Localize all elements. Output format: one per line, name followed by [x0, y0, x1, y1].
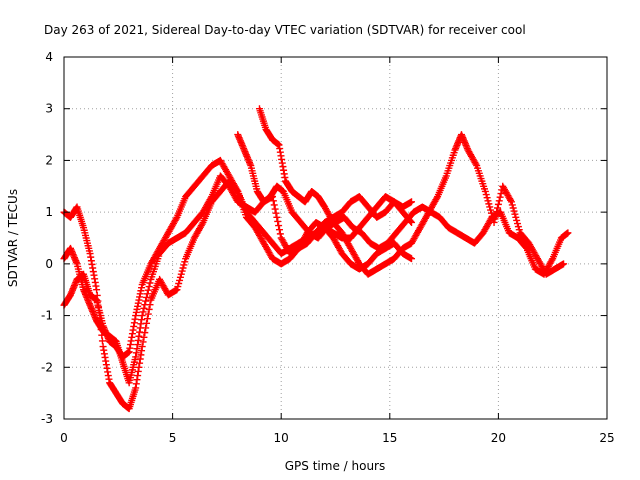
data-point-marker [140, 304, 148, 312]
data-point-marker [174, 283, 182, 291]
data-point-marker [269, 197, 277, 205]
data-point-marker [564, 229, 572, 237]
data-point-marker [139, 338, 147, 346]
x-tick-label: 25 [599, 431, 614, 445]
data-point-marker [483, 194, 491, 202]
data-point-marker [140, 333, 148, 341]
y-tick-label: 1 [45, 205, 53, 219]
data-point-marker [514, 223, 522, 231]
data-point-marker [408, 198, 416, 206]
data-point-marker [512, 213, 520, 221]
data-point-marker [273, 213, 281, 221]
data-point-marker [486, 203, 494, 211]
data-point-marker [275, 222, 283, 230]
y-tick-label: 3 [45, 102, 53, 116]
data-point-marker [181, 258, 189, 266]
y-tick-label: -3 [41, 412, 53, 426]
data-point-marker [177, 270, 185, 278]
y-axis-label: SDTVAR / TECUs [6, 189, 20, 287]
chart-title: Day 263 of 2021, Sidereal Day-to-day VTE… [44, 23, 526, 37]
x-tick-label: 15 [382, 431, 397, 445]
data-point-marker [141, 329, 149, 337]
data-point-marker [180, 261, 188, 269]
data-point-marker [276, 230, 284, 238]
data-point-marker [514, 220, 522, 228]
data-point-marker [142, 324, 150, 332]
x-tick-label: 20 [491, 431, 506, 445]
y-tick-label: 0 [45, 257, 53, 271]
data-point-marker [143, 315, 151, 323]
data-point-marker [270, 201, 278, 209]
data-point-marker [143, 319, 151, 327]
data-point-marker [497, 190, 505, 198]
data-point-marker [272, 209, 280, 217]
data-point-marker [433, 194, 441, 202]
data-point-marker [172, 215, 180, 223]
data-point-marker [173, 286, 181, 294]
data-point-marker [176, 276, 184, 284]
data-point-marker [508, 201, 516, 209]
data-point-marker [178, 267, 186, 275]
data-point-marker [275, 226, 283, 234]
series-track-d [255, 105, 568, 278]
data-point-marker [143, 290, 151, 298]
data-point-marker [487, 206, 495, 214]
data-point-marker [548, 256, 556, 264]
data-point-marker [482, 191, 490, 199]
data-point-marker [408, 218, 416, 226]
data-points [60, 105, 572, 413]
data-point-marker [484, 197, 492, 205]
data-point-marker [138, 312, 146, 320]
series-track-c [60, 177, 416, 413]
data-point-marker [271, 205, 279, 213]
data-point-marker [145, 305, 153, 313]
data-point-marker [274, 217, 282, 225]
data-point-marker [198, 220, 206, 228]
data-point-marker [495, 197, 503, 205]
data-point-marker [485, 200, 493, 208]
data-point-marker [509, 204, 517, 212]
series-track-e [234, 131, 572, 278]
x-tick-label: 5 [169, 431, 177, 445]
data-point-marker [144, 310, 152, 318]
series-track-b [60, 172, 416, 387]
x-tick-label: 0 [60, 431, 68, 445]
x-tick-label: 10 [274, 431, 289, 445]
data-point-marker [496, 193, 504, 201]
data-point-marker [481, 187, 489, 195]
data-point-marker [142, 297, 150, 305]
data-point-marker [511, 210, 519, 218]
data-point-marker [507, 198, 515, 206]
data-point-marker [494, 200, 502, 208]
y-tick-label: 2 [45, 153, 53, 167]
y-tick-label: 4 [45, 50, 53, 64]
x-axis-label: GPS time / hours [285, 459, 386, 473]
y-tick-label: -1 [41, 309, 53, 323]
data-point-marker [507, 196, 515, 204]
data-point-marker [144, 286, 152, 294]
data-point-marker [560, 260, 568, 268]
plot-frame [63, 56, 608, 420]
axis-ticks: -3 -2 -1 0 1 2 3 4 0 5 10 15 20 25 [41, 50, 615, 445]
data-point-marker [513, 216, 521, 224]
data-point-marker [408, 255, 416, 263]
data-point-marker [138, 343, 146, 351]
data-point-marker [510, 207, 518, 215]
y-tick-label: -2 [41, 360, 53, 374]
data-point-marker [146, 279, 154, 287]
data-point-marker [179, 264, 187, 272]
data-point-marker [515, 226, 523, 234]
data-point-marker [146, 301, 154, 309]
data-point-marker [145, 283, 153, 291]
data-point-marker [472, 160, 480, 168]
data-point-marker [176, 273, 184, 281]
data-point-marker [175, 280, 183, 288]
data-point-marker [139, 308, 147, 316]
